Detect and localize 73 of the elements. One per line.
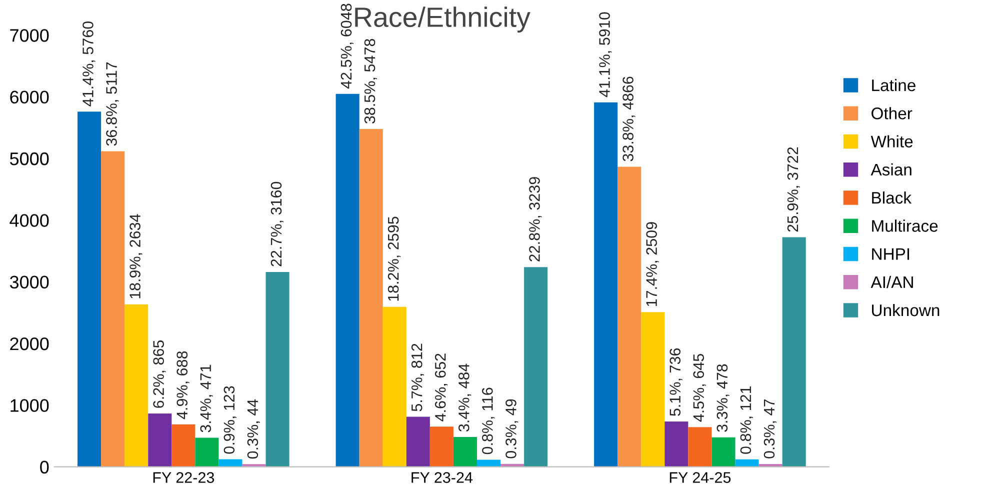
bar — [195, 438, 219, 467]
data-label: 41.4%, 5760 — [82, 21, 96, 106]
data-label: 38.5%, 5478 — [364, 38, 377, 124]
data-label: 41.1%, 5910 — [599, 12, 612, 98]
bar — [101, 151, 125, 467]
bar — [782, 237, 806, 467]
data-label: 0.9%, 123 — [224, 386, 236, 454]
bar — [172, 424, 196, 467]
legend-label: White — [870, 135, 913, 148]
bar — [712, 437, 736, 467]
y-tick-label: 2000 — [10, 337, 49, 350]
data-label: 0.3%, 47 — [764, 399, 776, 458]
bar — [688, 427, 712, 467]
data-label: 0.3%, 49 — [506, 399, 518, 458]
bar — [382, 306, 406, 467]
bar — [476, 460, 501, 467]
bar — [664, 421, 688, 467]
data-label: 4.6%, 652 — [434, 354, 448, 422]
y-tick-label: 5000 — [10, 152, 49, 166]
data-label: 22.8%, 3239 — [529, 177, 542, 262]
legend-label: Black — [872, 191, 912, 204]
x-tick-label: FY 22-23 — [153, 472, 214, 483]
data-label: 0.8%, 121 — [740, 386, 753, 454]
chart-title: Race/Ethnicity — [355, 6, 530, 33]
data-label: 6.2%, 865 — [153, 340, 166, 408]
legend-label: Latine — [872, 78, 916, 92]
bar — [618, 166, 642, 467]
bar — [266, 272, 290, 467]
data-label: 18.2%, 2595 — [388, 216, 401, 301]
bar — [594, 102, 618, 467]
data-label: 4.5%, 645 — [693, 354, 706, 422]
legend-label: NHPI — [872, 248, 910, 260]
legend-label: Unknown — [872, 304, 940, 316]
bar — [406, 416, 430, 467]
x-tick-label: FY 24-25 — [670, 472, 731, 483]
bar — [78, 112, 102, 467]
bar — [242, 464, 266, 467]
data-label: 18.9%, 2634 — [130, 214, 142, 298]
bar — [218, 459, 242, 467]
data-label: 3.4%, 484 — [458, 364, 472, 432]
bar — [336, 94, 360, 467]
data-label: 3.3%, 478 — [716, 364, 730, 432]
data-label: 0.3%, 44 — [247, 399, 260, 459]
data-label: 22.7%, 3160 — [270, 182, 284, 266]
bar — [524, 267, 548, 467]
bar — [453, 437, 477, 467]
legend-label: Asian — [870, 163, 912, 176]
y-tick-label: 4000 — [10, 214, 49, 227]
x-tick-label: FY 23-24 — [412, 472, 473, 483]
data-label: 33.8%, 4866 — [622, 76, 636, 162]
bar — [359, 129, 383, 467]
data-label: 5.7%, 812 — [411, 344, 424, 412]
bar — [148, 414, 172, 467]
bar — [430, 426, 454, 467]
data-label: 25.9%, 3722 — [787, 147, 800, 232]
bar — [124, 304, 148, 467]
data-label: 0.8%, 116 — [482, 388, 495, 454]
data-label: 5.1%, 736 — [670, 348, 682, 416]
bar — [641, 312, 665, 467]
data-label: 42.5%, 6048 — [340, 4, 354, 89]
data-label: 3.4%, 471 — [200, 364, 213, 432]
data-label: 36.8%, 5117 — [106, 62, 119, 146]
legend-label: Other — [872, 107, 912, 120]
bar — [735, 459, 759, 467]
y-tick-label: 6000 — [10, 90, 49, 104]
y-tick-label: 0 — [40, 460, 49, 474]
legend-label: AI/AN — [870, 276, 913, 288]
data-label: 4.9%, 688 — [176, 351, 190, 420]
legend-label: Multirace — [872, 220, 938, 232]
y-tick-label: 3000 — [10, 276, 49, 289]
y-tick-label: 1000 — [10, 399, 49, 412]
data-label: 17.4%, 2509 — [646, 222, 659, 306]
y-tick-label: 7000 — [10, 29, 49, 42]
